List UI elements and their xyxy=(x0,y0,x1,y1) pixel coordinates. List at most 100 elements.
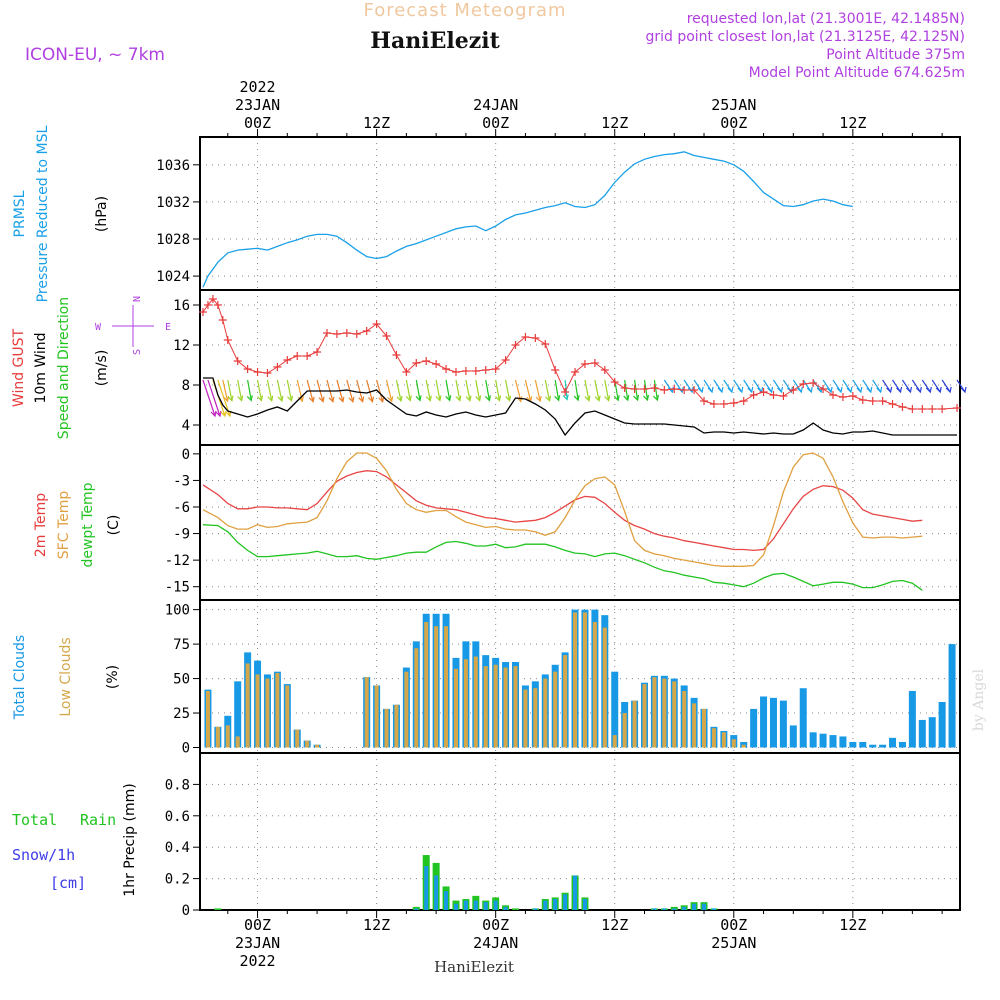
date-label: 25JAN xyxy=(711,96,756,114)
wind-arrow xyxy=(643,379,649,401)
rain-bar xyxy=(682,906,687,910)
low-cloud-bar xyxy=(692,703,697,748)
wind-arrowhead xyxy=(368,396,375,403)
low-cloud-bar xyxy=(364,677,369,748)
gust-marker xyxy=(223,336,232,344)
y-tick-label: 75 xyxy=(173,637,190,653)
gust-marker xyxy=(878,397,887,405)
gust-marker xyxy=(928,405,937,413)
total-cloud-bar xyxy=(948,644,956,748)
low-cloud-bar xyxy=(215,726,220,748)
total-cloud-bar xyxy=(829,735,837,748)
gust-marker xyxy=(362,327,371,335)
total-cloud-bar xyxy=(849,741,857,748)
wind-arrowhead xyxy=(505,395,512,402)
wind-arrowhead xyxy=(277,395,284,403)
year-label: 2022 xyxy=(239,78,275,96)
low-cloud-bar xyxy=(463,659,468,748)
wind-arrow xyxy=(584,379,590,401)
total-cloud-bar xyxy=(760,696,768,748)
wind-arrowhead xyxy=(896,386,903,394)
wind-arrowhead xyxy=(697,386,704,394)
rain-bar xyxy=(503,906,508,910)
low-cloud-bar xyxy=(374,685,379,748)
wind-arrowhead xyxy=(727,386,734,394)
wind-arrow xyxy=(227,379,233,401)
y-tick-label: 0 xyxy=(182,740,190,756)
low-cloud-bar xyxy=(741,744,746,748)
wind-arrowhead xyxy=(405,395,412,402)
wind-arrow xyxy=(514,379,522,402)
requested-coords: requested lon,lat (21.3001E, 42.1485N) xyxy=(687,11,965,27)
low-cloud-bar xyxy=(602,627,607,748)
gust-marker xyxy=(501,356,510,364)
wind-arrow xyxy=(415,379,421,401)
low-cloud-bar xyxy=(275,673,280,748)
gust-marker xyxy=(571,368,580,376)
low-cloud-bar xyxy=(444,626,449,748)
sfc-temp-line xyxy=(202,452,923,567)
gust-marker xyxy=(640,385,649,393)
low-cloud-bar xyxy=(652,677,657,748)
gust-marker xyxy=(461,367,470,375)
y-tick-label: 8 xyxy=(182,378,190,394)
wind-arrowhead xyxy=(826,386,833,394)
wind-arrowhead xyxy=(777,386,784,394)
wind-arrow xyxy=(256,379,263,401)
total-cloud-bar xyxy=(908,690,916,748)
wind-arrowhead xyxy=(856,386,863,394)
wind-arrow xyxy=(574,379,579,401)
wind-arrowhead xyxy=(415,395,422,402)
rain-bar xyxy=(533,908,538,910)
gust-marker xyxy=(779,392,788,400)
low-cloud-bar xyxy=(563,655,568,748)
gust-marker xyxy=(412,359,421,367)
y-tick-label: -3 xyxy=(173,473,190,489)
gust-marker xyxy=(600,366,609,374)
y-tick-label: 25 xyxy=(173,706,190,722)
total-cloud-bar xyxy=(750,708,758,748)
low-cloud-bar xyxy=(225,725,230,748)
gust-marker xyxy=(953,404,962,412)
gust-marker xyxy=(938,405,947,413)
wind-arrowhead xyxy=(846,386,853,394)
wind-arrowhead xyxy=(554,395,561,402)
total-cloud-bar xyxy=(819,733,827,748)
wind-arrow xyxy=(624,379,629,401)
wind-arrow xyxy=(247,379,252,401)
gust-marker xyxy=(293,352,302,360)
y-tick-label: 0 xyxy=(182,903,190,919)
gust-marker xyxy=(829,391,838,399)
wind-arrowhead xyxy=(806,386,813,394)
panel-4: 0 25 50 75 100 xyxy=(165,599,961,756)
wind-arrowhead xyxy=(633,394,640,402)
gust-marker xyxy=(719,400,728,408)
gust-marker xyxy=(313,348,322,356)
wind-arrow xyxy=(266,379,273,401)
wind-arrow xyxy=(237,379,243,401)
gust-marker xyxy=(481,366,490,374)
low-cloud-bar xyxy=(315,744,320,748)
time-tick-label: 12Z xyxy=(601,114,628,132)
gust-marker xyxy=(432,360,441,368)
gust-marker xyxy=(908,405,917,413)
wind-arrowhead xyxy=(246,395,253,402)
wind-arrow xyxy=(445,379,451,401)
rain-bar xyxy=(553,899,558,910)
wind-arrowhead xyxy=(425,395,432,402)
gust-marker xyxy=(531,334,540,342)
wind-arrowhead xyxy=(378,396,385,403)
gust-marker xyxy=(491,365,500,373)
rain-bar xyxy=(453,903,458,910)
gust-marker xyxy=(372,320,381,328)
low-cloud-bar xyxy=(245,663,250,748)
y-tick-label: 12 xyxy=(173,338,190,354)
panel1-labels: PRMSL Pressure Reduced to MSL (hPa) xyxy=(12,125,110,302)
wind-arrowhead xyxy=(613,395,620,402)
panel-frame xyxy=(199,599,961,754)
wind-arrowhead xyxy=(475,395,482,402)
footer-location: HaniElezit xyxy=(434,958,514,976)
gust-marker xyxy=(729,399,738,407)
gust-marker xyxy=(253,368,262,376)
